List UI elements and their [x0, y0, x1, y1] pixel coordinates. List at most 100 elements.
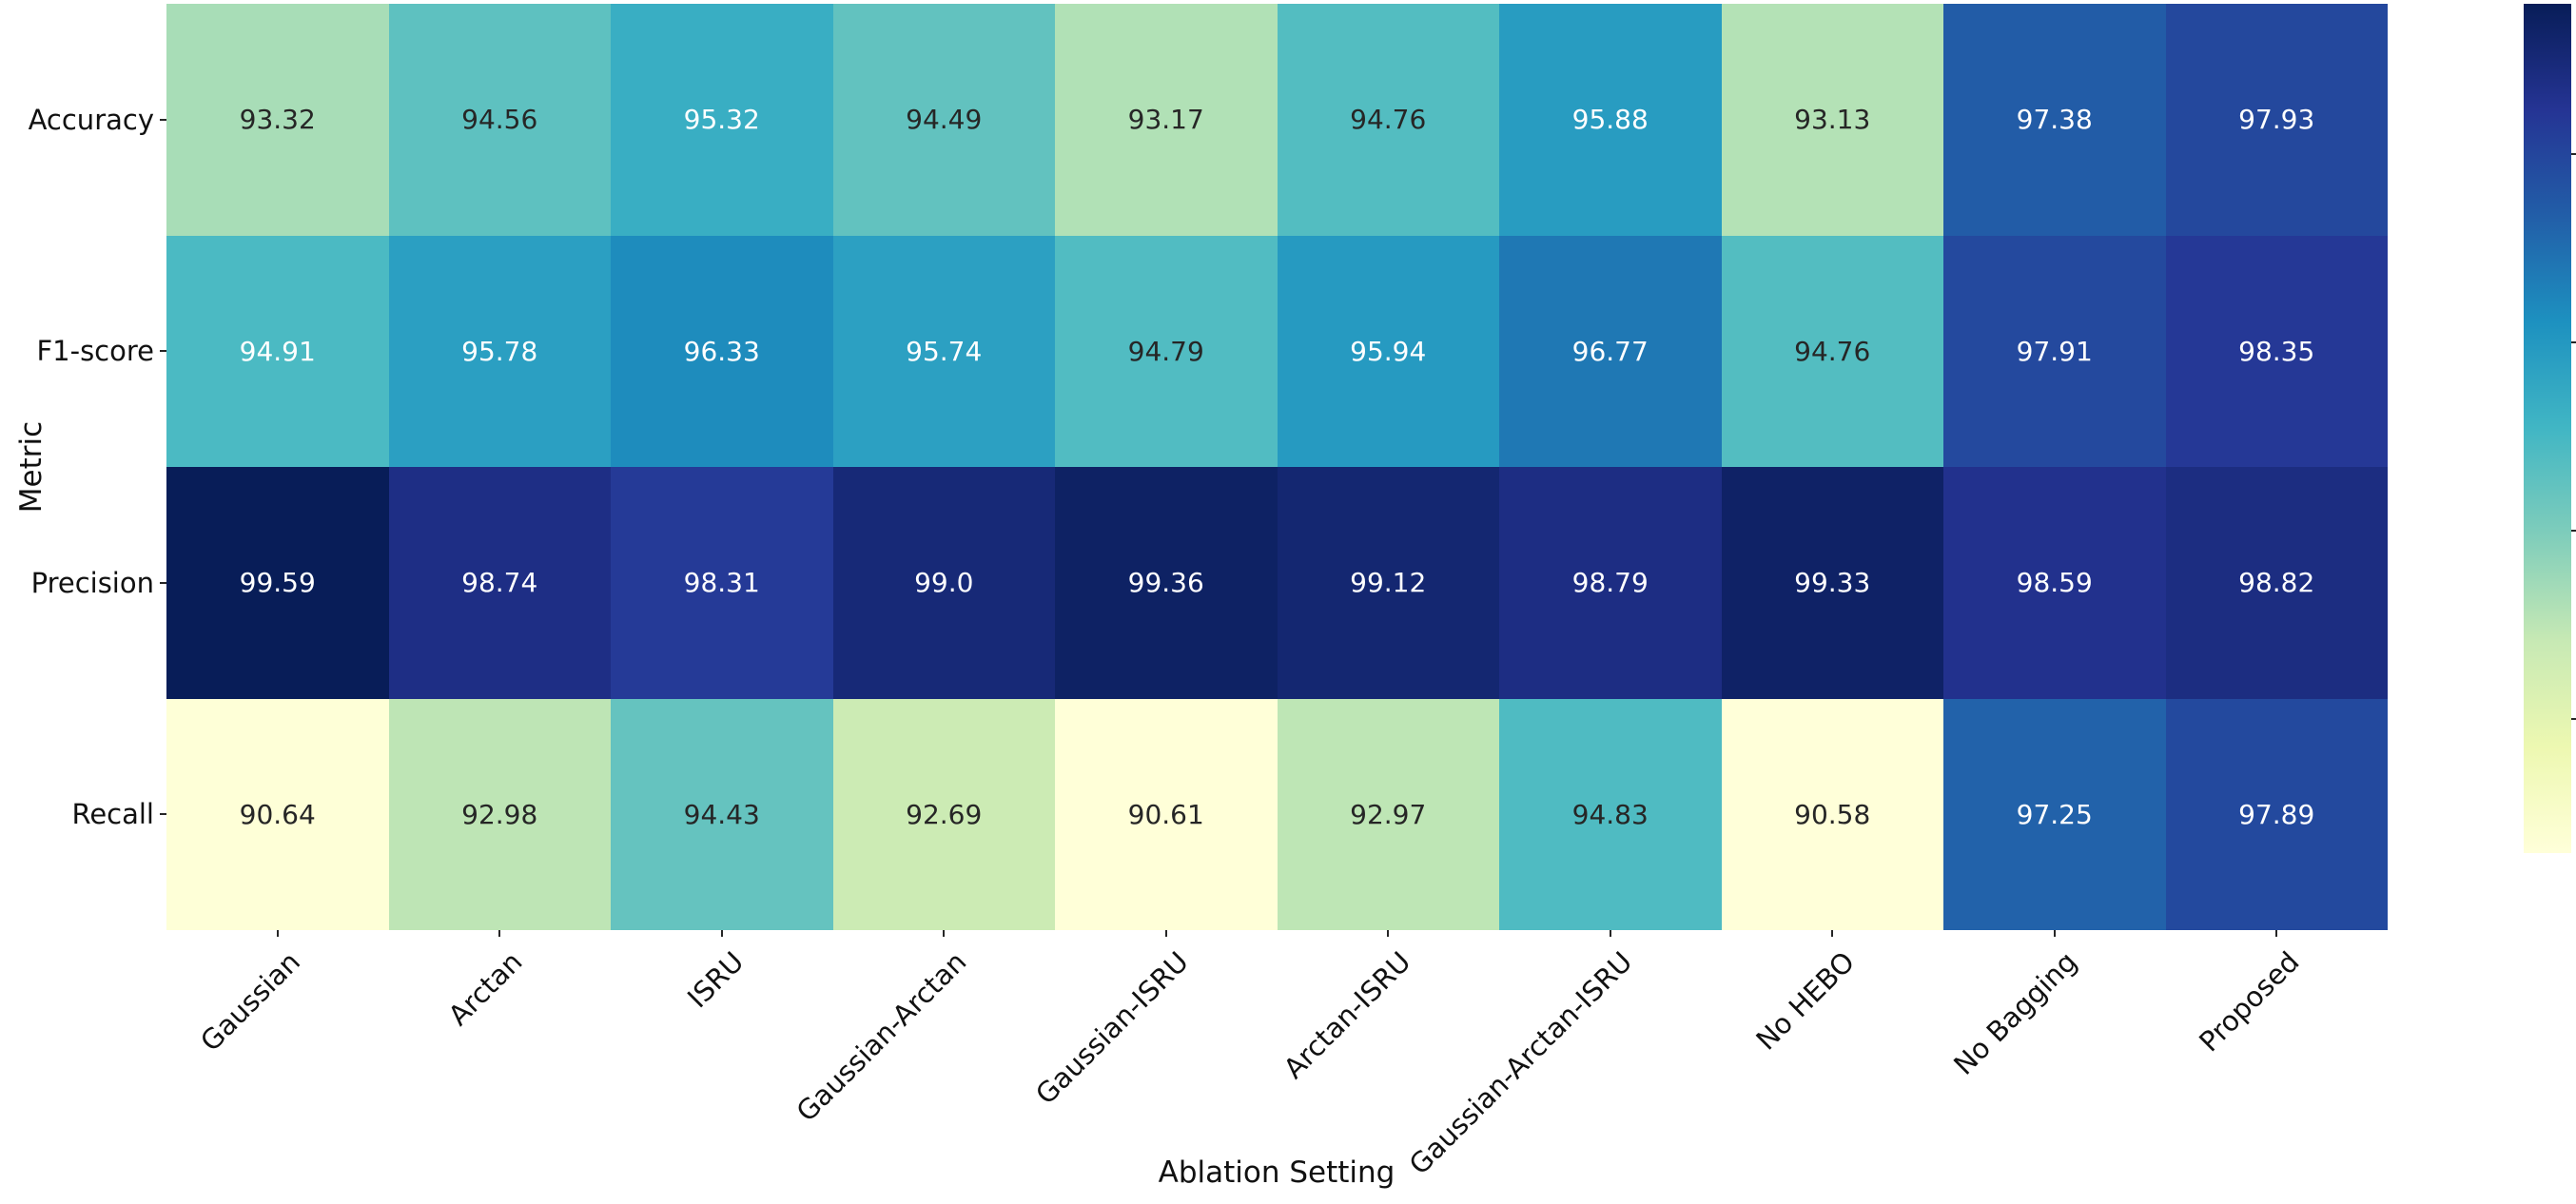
- cell-value: 94.83: [1571, 798, 1649, 830]
- cell-value: 98.59: [2016, 567, 2093, 599]
- heatmap-cell-Accuracy-ISRU: 95.32: [611, 4, 833, 236]
- cell-value: 96.33: [683, 335, 760, 367]
- x-tick-mark: [2275, 930, 2278, 937]
- heatmap-cell-Accuracy-No Bagging: 97.38: [1943, 4, 2166, 236]
- cell-value: 97.93: [2238, 104, 2315, 136]
- heatmap-cell-Precision-Gaussian-ISRU: 99.36: [1055, 467, 1278, 699]
- x-axis-title: Ablation Setting: [1158, 1155, 1395, 1190]
- heatmap-cell-Precision-Gaussian-Arctan: 99.0: [832, 467, 1055, 699]
- heatmap-cell-Accuracy-Gaussian-Arctan: 94.49: [832, 4, 1055, 236]
- heatmap-cell-Precision-Arctan: 98.74: [388, 467, 611, 699]
- x-tick-mark: [276, 930, 279, 937]
- heatmap-cell-F1-score-Gaussian-ISRU: 94.79: [1055, 235, 1278, 467]
- heatmap-cell-Recall-No Bagging: 97.25: [1943, 698, 2166, 930]
- x-tick-mark: [1164, 930, 1167, 937]
- heatmap-cell-Accuracy-Proposed: 97.93: [2165, 4, 2388, 236]
- cell-value: 94.76: [1350, 104, 1427, 136]
- y-tick-label-Accuracy: Accuracy: [28, 103, 154, 136]
- cell-value: 95.32: [683, 104, 760, 136]
- y-tick-mark: [160, 581, 166, 584]
- x-tick-label-Gaussian: Gaussian: [193, 945, 306, 1058]
- cell-value: 93.17: [1127, 104, 1204, 136]
- heatmap-cell-Recall-Proposed: 97.89: [2165, 698, 2388, 930]
- cell-value: 98.31: [683, 567, 760, 599]
- cell-value: 95.74: [906, 335, 983, 367]
- colorbar-tick-mark: [2571, 718, 2576, 721]
- cell-value: 90.58: [1794, 798, 1871, 830]
- heatmap-cell-F1-score-Gaussian-Arctan: 95.74: [832, 235, 1055, 467]
- cell-value: 99.33: [1794, 567, 1871, 599]
- x-tick-label-Gaussian-Arctan: Gaussian-Arctan: [790, 945, 973, 1128]
- x-tick-label-ISRU: ISRU: [681, 945, 751, 1015]
- y-tick-mark: [160, 813, 166, 816]
- heatmap-cell-Accuracy-No HEBO: 93.13: [1721, 4, 1943, 236]
- colorbar-tick-mark: [2571, 152, 2576, 155]
- cell-value: 97.25: [2016, 798, 2093, 830]
- cell-value: 93.32: [239, 104, 316, 136]
- heatmap-cell-Precision-No HEBO: 99.33: [1721, 467, 1943, 699]
- cell-value: 99.12: [1350, 567, 1427, 599]
- heatmap-grid: 93.32 94.56 95.32 94.49 93.17 94.76 95.88 93.13…: [166, 4, 2388, 930]
- colorbar-tick-mark: [2571, 530, 2576, 533]
- heatmap-cell-Precision-Gaussian-Arctan-ISRU: 98.79: [1499, 467, 1722, 699]
- x-tick-mark: [943, 930, 946, 937]
- y-tick-label-Precision: Precision: [30, 566, 154, 599]
- heatmap-cell-F1-score-ISRU: 96.33: [611, 235, 833, 467]
- x-tick-mark: [1831, 930, 1834, 937]
- x-tick-label-No Bagging: No Bagging: [1946, 945, 2083, 1081]
- heatmap-cell-Precision-Proposed: 98.82: [2165, 467, 2388, 699]
- heatmap-cell-Accuracy-Gaussian: 93.32: [166, 4, 389, 236]
- cell-value: 94.49: [906, 104, 983, 136]
- heatmap-cell-Recall-Gaussian: 90.64: [166, 698, 389, 930]
- heatmap-cell-Recall-ISRU: 94.43: [611, 698, 833, 930]
- cell-value: 96.77: [1571, 335, 1649, 367]
- heatmap-cell-Recall-Arctan: 92.98: [388, 698, 611, 930]
- x-tick-label-No HEBO: No HEBO: [1749, 945, 1862, 1057]
- x-tick-label-Arctan-ISRU: Arctan-ISRU: [1277, 945, 1417, 1085]
- heatmap-cell-Accuracy-Gaussian-ISRU: 93.17: [1055, 4, 1278, 236]
- x-tick-mark: [720, 930, 723, 937]
- cell-value: 99.36: [1127, 567, 1204, 599]
- cell-value: 95.88: [1571, 104, 1649, 136]
- cell-value: 90.61: [1127, 798, 1204, 830]
- heatmap-cell-Accuracy-Gaussian-Arctan-ISRU: 95.88: [1499, 4, 1722, 236]
- x-tick-mark: [498, 930, 501, 937]
- heatmap-cell-Accuracy-Arctan: 94.56: [388, 4, 611, 236]
- x-tick-label-Gaussian-Arctan-ISRU: Gaussian-Arctan-ISRU: [1403, 945, 1639, 1181]
- cell-value: 97.91: [2016, 335, 2093, 367]
- heatmap-cell-F1-score-Arctan-ISRU: 95.94: [1277, 235, 1499, 467]
- cell-value: 97.38: [2016, 104, 2093, 136]
- cell-value: 98.82: [2238, 567, 2315, 599]
- heatmap-cell-Recall-Gaussian-ISRU: 90.61: [1055, 698, 1278, 930]
- heatmap-cell-Accuracy-Arctan-ISRU: 94.76: [1277, 4, 1499, 236]
- heatmap-cell-F1-score-No Bagging: 97.91: [1943, 235, 2166, 467]
- y-tick-mark: [160, 350, 166, 353]
- cell-value: 97.89: [2238, 798, 2315, 830]
- cell-value: 98.35: [2238, 335, 2315, 367]
- x-tick-mark: [1387, 930, 1390, 937]
- cell-value: 93.13: [1794, 104, 1871, 136]
- heatmap-cell-Precision-ISRU: 98.31: [611, 467, 833, 699]
- x-tick-label-Proposed: Proposed: [2192, 945, 2306, 1058]
- cell-value: 94.79: [1127, 335, 1204, 367]
- x-tick-mark: [1609, 930, 1611, 937]
- cell-value: 98.79: [1571, 567, 1649, 599]
- heatmap-cell-Precision-No Bagging: 98.59: [1943, 467, 2166, 699]
- heatmap-cell-Precision-Gaussian: 99.59: [166, 467, 389, 699]
- cell-value: 94.91: [239, 335, 316, 367]
- cell-value: 99.0: [914, 567, 974, 599]
- colorbar: [2524, 4, 2571, 853]
- cell-value: 94.43: [683, 798, 760, 830]
- cell-value: 98.74: [461, 567, 538, 599]
- heatmap-cell-Recall-No HEBO: 90.58: [1721, 698, 1943, 930]
- heatmap-cell-F1-score-Gaussian: 94.91: [166, 235, 389, 467]
- cell-value: 92.98: [461, 798, 538, 830]
- y-tick-mark: [160, 118, 166, 121]
- cell-value: 94.76: [1794, 335, 1871, 367]
- heatmap-cell-F1-score-No HEBO: 94.76: [1721, 235, 1943, 467]
- cell-value: 92.69: [906, 798, 983, 830]
- cell-value: 99.59: [239, 567, 316, 599]
- cell-value: 95.94: [1350, 335, 1427, 367]
- cell-value: 92.97: [1350, 798, 1427, 830]
